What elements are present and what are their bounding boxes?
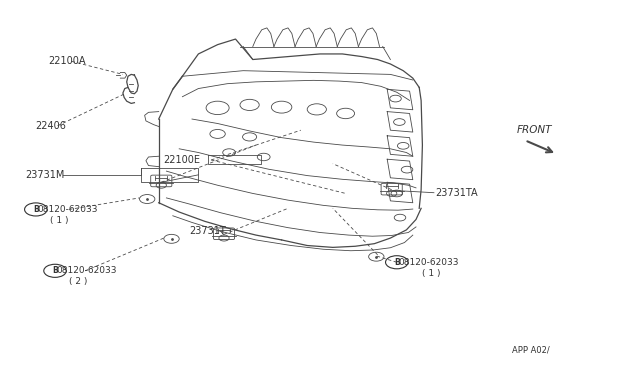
Text: B: B — [394, 258, 399, 267]
Text: FRONT: FRONT — [517, 125, 552, 135]
Text: 08120-62033: 08120-62033 — [37, 205, 98, 214]
Text: 22100A: 22100A — [48, 57, 86, 66]
Text: 23731TA: 23731TA — [435, 188, 478, 198]
Text: ( 1 ): ( 1 ) — [422, 269, 441, 278]
Text: 08120-62033: 08120-62033 — [56, 266, 117, 275]
Text: 23731T: 23731T — [189, 227, 225, 236]
Text: 08120-62033: 08120-62033 — [398, 258, 459, 267]
Text: APP A02/: APP A02/ — [512, 345, 550, 354]
Text: 22406: 22406 — [35, 122, 66, 131]
Text: 22100E: 22100E — [163, 155, 200, 165]
Text: 23731M: 23731M — [26, 170, 65, 180]
Text: ( 2 ): ( 2 ) — [69, 278, 88, 286]
Text: B: B — [33, 205, 38, 214]
Text: B: B — [52, 266, 58, 275]
Text: ( 1 ): ( 1 ) — [50, 216, 68, 225]
